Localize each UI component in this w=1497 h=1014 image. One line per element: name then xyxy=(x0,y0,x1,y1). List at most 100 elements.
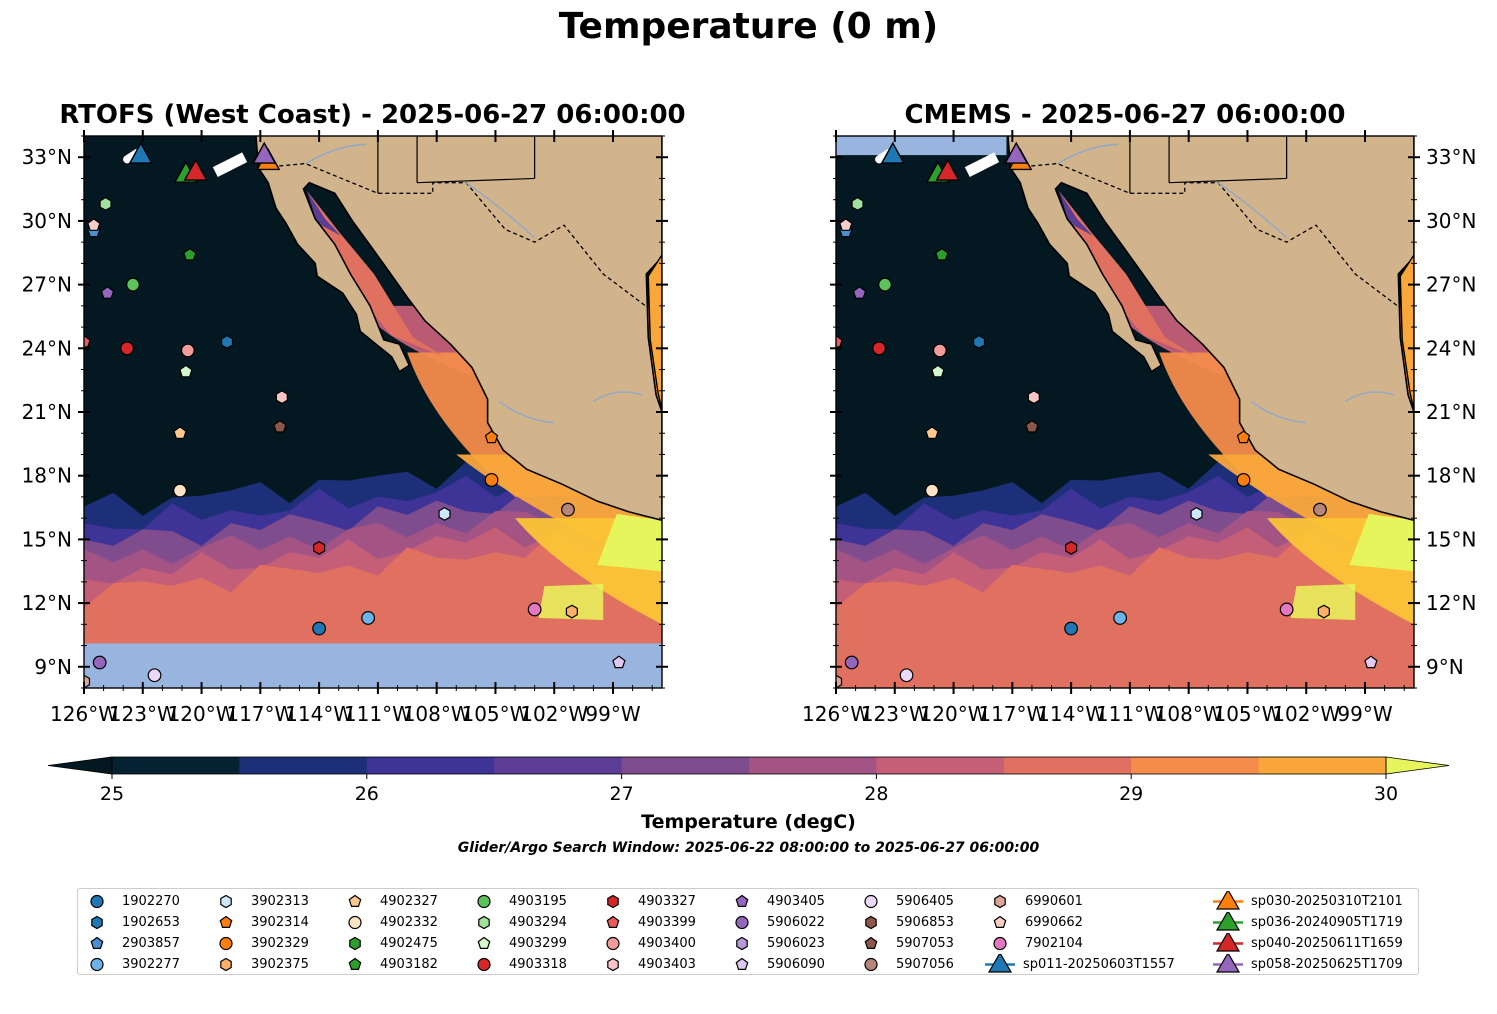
legend-marker xyxy=(220,894,232,909)
y-tick-label: 9°N xyxy=(34,655,72,679)
legend-label: 3902314 xyxy=(251,915,309,930)
glider-sp040-20250611T1659 xyxy=(935,158,960,181)
colorbar-tick-label: 25 xyxy=(100,783,124,805)
argo-float-4903195 xyxy=(878,277,892,292)
legend-label: 4903182 xyxy=(380,957,438,972)
argo-float-3902329 xyxy=(484,473,499,487)
legend-label: 5906023 xyxy=(767,936,825,951)
legend-marker xyxy=(606,915,620,928)
legend-marker xyxy=(994,894,1006,909)
legend-label: 5906405 xyxy=(896,894,954,909)
legend-label: 4903318 xyxy=(509,957,567,972)
argo-float-5907056 xyxy=(561,502,575,517)
legend-marker xyxy=(348,894,362,907)
legend-marker xyxy=(1213,891,1243,910)
colorbar-tick-label: 28 xyxy=(864,783,888,805)
argo-float-1902270 xyxy=(1064,621,1079,636)
legend-marker xyxy=(1213,912,1243,931)
legend-marker-circle xyxy=(477,957,491,972)
legend-marker xyxy=(864,936,878,949)
legend-label: 3902277 xyxy=(122,957,180,972)
argo-float-5906090 xyxy=(1364,655,1378,669)
argo-float-1902270 xyxy=(312,621,327,636)
legend-label: 6990662 xyxy=(1025,915,1083,930)
legend-label: 5906022 xyxy=(767,915,825,930)
legend-label: 3902329 xyxy=(251,936,309,951)
legend-marker xyxy=(348,915,362,930)
legend-label: 4903405 xyxy=(767,894,825,909)
argo-float-4903294 xyxy=(99,196,112,211)
legend-marker-hexagon xyxy=(736,936,748,951)
glider-sp011-20250603T1557 xyxy=(880,141,906,164)
legend-label: 1902270 xyxy=(122,894,180,909)
gulf-of-mexico xyxy=(647,253,662,411)
argo-float-5906022 xyxy=(92,655,107,670)
legend-marker xyxy=(864,957,878,972)
argo-float-4903327 xyxy=(313,540,326,555)
legend-marker-pentagon xyxy=(348,957,362,970)
legend-label: 5907053 xyxy=(896,936,954,951)
state-borders xyxy=(1129,136,1288,194)
y-tick-label: 18°N xyxy=(1426,464,1476,488)
legend-marker xyxy=(736,936,748,951)
argo-float-3902314 xyxy=(1236,430,1251,444)
legend-marker-pentagon xyxy=(606,915,620,928)
x-tick-label: 120°W xyxy=(920,702,988,726)
argo-float-4903318 xyxy=(120,341,135,356)
y-tick-label: 9°N xyxy=(1426,655,1464,679)
legend-marker xyxy=(90,936,104,949)
legend-marker xyxy=(607,894,619,909)
legend-marker xyxy=(219,936,233,951)
land-mass xyxy=(255,136,662,522)
x-tick-label: 117°W xyxy=(978,702,1046,726)
argo-float-5907053 xyxy=(1025,419,1039,433)
land-mass xyxy=(1007,136,1414,522)
hot-region xyxy=(538,583,604,621)
temperature-band xyxy=(836,531,1414,688)
x-tick-label: 111°W xyxy=(1096,702,1164,726)
y-tick-label: 18°N xyxy=(22,464,72,488)
colorbar-tick-label: 26 xyxy=(355,783,379,805)
legend-marker xyxy=(606,936,620,951)
colorbar-label: Temperature (degC) xyxy=(641,811,856,833)
legend-label: sp011-20250603T1557 xyxy=(1023,957,1175,972)
legend-label: 4902327 xyxy=(380,894,438,909)
left-panel-title: RTOFS (West Coast) - 2025-06-27 06:00:00 xyxy=(59,100,686,130)
legend-triangle xyxy=(1215,954,1241,973)
legend-label: 4903400 xyxy=(638,936,696,951)
legend-label: 3902313 xyxy=(251,894,309,909)
argo-float-3902375 xyxy=(1317,604,1330,619)
legend-marker xyxy=(348,957,362,970)
colorbar-tick-label: 30 xyxy=(1374,783,1398,805)
argo-float-5906405 xyxy=(899,668,914,683)
legend: 1902270 1902653 2903857 3902277 3902313 39023… xyxy=(77,888,1419,975)
legend-label: 4903195 xyxy=(509,894,567,909)
argo-float-4903299 xyxy=(931,364,945,378)
state-borders xyxy=(377,136,536,194)
legend-marker-circle xyxy=(219,936,233,951)
argo-float-6990662 xyxy=(87,218,101,231)
legend-triangle xyxy=(1215,912,1241,931)
argo-float-3902313 xyxy=(1190,506,1203,521)
legend-triangle xyxy=(1215,933,1241,952)
argo-float-4903294 xyxy=(851,196,864,211)
x-tick-label: 126°W xyxy=(802,702,870,726)
colorbar-segment xyxy=(876,757,1005,774)
legend-label: 4902332 xyxy=(380,915,438,930)
colorbar-segment xyxy=(239,757,368,774)
cmems-map-panel: 33°N 30°N 27°N 24°N 21°N 18°N 15°N 12°N 9°N 126°W… xyxy=(802,130,1476,726)
legend-marker-pentagon xyxy=(219,915,233,928)
argo-float-4903403 xyxy=(275,390,288,405)
legend-marker xyxy=(865,915,877,930)
glider-sp011-20250603T1557 xyxy=(128,141,154,164)
legend-label: sp058-20250625T1709 xyxy=(1251,957,1403,972)
argo-float-3902329 xyxy=(1236,473,1251,487)
glider-track xyxy=(964,152,1000,178)
gulf-of-mexico xyxy=(1399,253,1414,411)
x-tick-label: 114°W xyxy=(1037,702,1105,726)
legend-marker-pentagon xyxy=(477,936,491,949)
legend-label: 4903294 xyxy=(509,915,567,930)
right-panel-title: CMEMS - 2025-06-27 06:00:00 xyxy=(904,100,1346,130)
y-tick-label: 33°N xyxy=(22,145,72,169)
legend-marker-circle xyxy=(864,894,878,909)
